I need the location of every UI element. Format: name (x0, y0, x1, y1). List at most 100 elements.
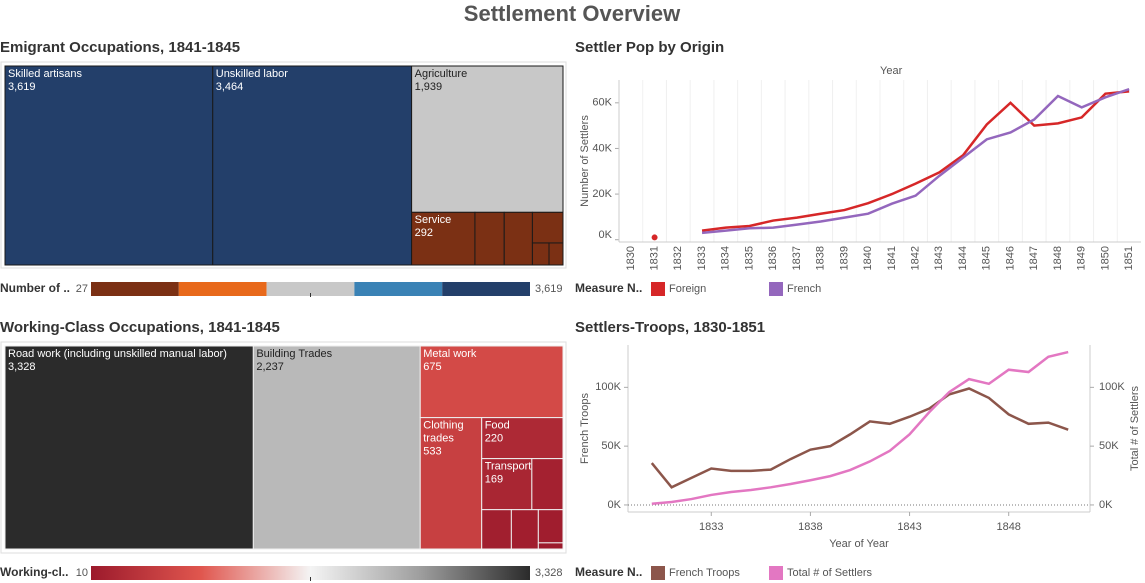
x-tick-label: 1847 (1028, 246, 1040, 270)
line (701, 87, 1130, 235)
treemap-cell (419, 417, 483, 550)
y2-axis-label: Total # of Settlers (1129, 386, 1141, 471)
treemap-cell (419, 345, 564, 419)
dashboard-title: Settlement Overview (464, 1, 681, 26)
treemap-cell (548, 242, 564, 266)
line (701, 90, 1130, 232)
legend-swatch (651, 282, 665, 296)
cell-value: 3,328 (8, 361, 36, 373)
x-tick-label: 1839 (838, 246, 850, 270)
legend-title: Number of .. (0, 281, 70, 295)
x-tick-label: 1841 (886, 246, 898, 270)
frame (0, 61, 567, 269)
treemap-cell (537, 542, 564, 550)
line (651, 350, 1069, 506)
treemap-cell (531, 211, 564, 244)
cell-value: 1,939 (415, 81, 443, 93)
cell-label: Unskilled labor (216, 68, 288, 80)
legend-min: 27 (76, 283, 88, 295)
treemap-cell (503, 211, 533, 266)
x-tick-label: 1835 (743, 246, 755, 270)
cell-label: Metal work (423, 348, 477, 360)
x-tick-label: 1832 (672, 246, 684, 270)
cell-label: Food (485, 420, 510, 432)
frame (0, 341, 567, 554)
cell-label: Building Trades (256, 348, 332, 360)
y-tick-label: 100K (595, 381, 621, 393)
x-axis-label: Year of Year (829, 538, 889, 550)
x-tick-label: 1845 (981, 246, 993, 270)
legend-label: French Troops (669, 567, 740, 579)
legend-max: 3,619 (535, 283, 563, 295)
legend-label: Total # of Settlers (787, 567, 872, 579)
x-tick-label: 1833 (696, 246, 708, 270)
point (651, 234, 658, 241)
cell-value: 533 (423, 446, 441, 458)
treemap-cell (212, 65, 413, 266)
treemap-cell (411, 211, 476, 266)
legend-swatch (769, 566, 783, 580)
x-tick-label: 1833 (699, 521, 723, 533)
cell-value: 169 (485, 474, 503, 486)
y-tick-label: 50K (601, 440, 621, 452)
x-tick-label: 1842 (909, 246, 921, 270)
legend-swatch (354, 282, 443, 296)
x-tick-label: 1837 (791, 246, 803, 270)
y-axis-label: French Troops (579, 393, 591, 464)
legend-swatch (178, 282, 267, 296)
legend-label: French (787, 283, 821, 295)
cell-value: 2,237 (256, 361, 284, 373)
treemap-cell (4, 345, 254, 550)
x-tick-label: 1834 (720, 246, 732, 270)
chart-title: Working-Class Occupations, 1841-1845 (0, 319, 280, 336)
x-tick-label: 1851 (1123, 246, 1135, 270)
cell-label: Road work (including unskilled manual la… (8, 348, 227, 360)
legend-title: Working-cl.. (0, 565, 68, 579)
treemap-cell (481, 509, 512, 550)
treemap-cell (531, 458, 564, 511)
y-tick-label: 40K (592, 142, 612, 154)
chart-title: Settler Pop by Origin (575, 39, 724, 56)
legend-bar (91, 566, 530, 580)
x-tick-label: 1836 (767, 246, 779, 270)
cell-value: 675 (423, 361, 441, 373)
y-axis-label: Number of Settlers (579, 115, 591, 207)
y2-tick-label: 100K (1099, 381, 1125, 393)
line (650, 387, 1069, 489)
legend-min: 10 (76, 567, 88, 579)
x-header: Year (880, 65, 903, 77)
cell-label: Clothing trades (423, 420, 466, 445)
cell-label: Agriculture (415, 68, 468, 80)
x-tick-label: 1846 (1004, 246, 1016, 270)
legend-swatch (651, 566, 665, 580)
x-tick-label: 1838 (798, 521, 822, 533)
legend-title: Measure N.. (575, 281, 642, 295)
treemap-cell (252, 345, 421, 550)
chart-title: Emigrant Occupations, 1841-1845 (0, 39, 240, 56)
y-tick-label: 60K (592, 97, 612, 109)
legend-swatch (769, 282, 783, 296)
treemap-cell (481, 458, 533, 511)
y2-tick-label: 50K (1099, 440, 1119, 452)
y-tick-label: 20K (592, 188, 612, 200)
legend-max: 3,328 (535, 567, 563, 579)
treemap-cell (537, 509, 564, 544)
cell-label: Transport (485, 461, 532, 473)
x-tick-label: 1838 (815, 246, 827, 270)
treemap-cell (481, 417, 564, 460)
x-tick-label: 1849 (1076, 246, 1088, 270)
legend-swatch (91, 282, 179, 296)
x-tick-label: 1840 (862, 246, 874, 270)
y-tick-label: 0K (608, 499, 622, 511)
legend-title: Measure N.. (575, 565, 642, 579)
legend-swatch (266, 282, 355, 296)
cell-value: 220 (485, 433, 503, 445)
chart-title: Settlers-Troops, 1830-1851 (575, 319, 765, 336)
legend-label: Foreign (669, 283, 706, 295)
x-tick-label: 1843 (933, 246, 945, 270)
treemap-cell (510, 509, 539, 550)
treemap-cell (4, 65, 214, 266)
cell-value: 3,464 (216, 81, 244, 93)
treemap-cell (474, 211, 505, 266)
